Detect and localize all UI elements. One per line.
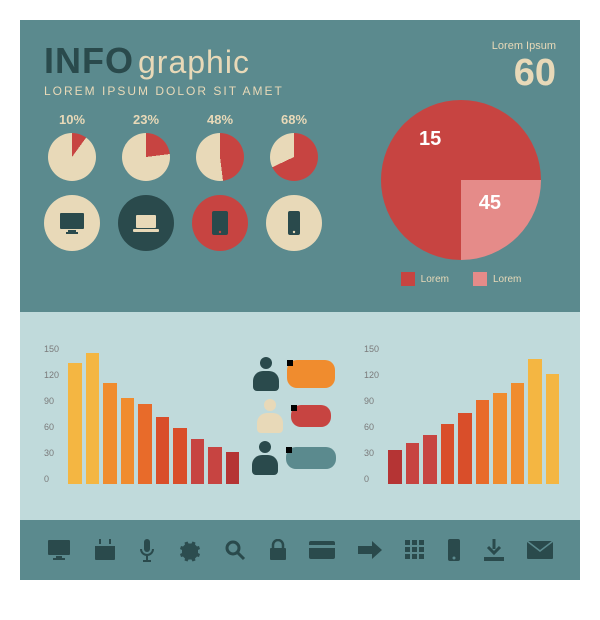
pie-label-45: 45 — [479, 192, 501, 215]
mini-pie — [196, 133, 244, 181]
mini-pie-label: 68% — [281, 112, 307, 127]
bar — [493, 393, 507, 484]
bar — [423, 435, 437, 484]
calendar-icon — [94, 539, 116, 561]
bar-chart-right: 0 30 60 90 120 150 — [364, 328, 544, 504]
title-info: INFO — [44, 40, 134, 82]
bar — [546, 374, 560, 484]
phone-icon — [266, 195, 322, 251]
bar — [191, 439, 205, 484]
mini-pie — [270, 133, 318, 181]
y-axis-right: 0 30 60 90 120 150 — [364, 344, 379, 484]
grid-icon — [405, 540, 425, 560]
bar — [406, 443, 420, 484]
bar — [226, 452, 240, 484]
y-tick: 90 — [44, 396, 59, 406]
bar — [511, 383, 525, 484]
bar — [156, 417, 170, 484]
legend-item: Lorem — [401, 272, 449, 286]
bar — [86, 353, 100, 484]
legend-item: Lorem — [473, 272, 521, 286]
bar — [208, 447, 222, 484]
mini-pie — [122, 133, 170, 181]
bar — [138, 404, 152, 484]
bars-left — [68, 344, 239, 484]
people-column — [224, 328, 364, 504]
y-tick: 120 — [364, 370, 379, 380]
bar — [528, 359, 542, 484]
pie-label-15: 15 — [419, 128, 441, 151]
lock-icon — [269, 539, 287, 561]
y-tick: 30 — [364, 448, 379, 458]
card-icon — [309, 541, 335, 559]
mail-icon — [527, 541, 553, 559]
big-pie-total: 60 — [366, 54, 556, 92]
mic-icon — [139, 538, 155, 562]
big-pie-title: Lorem Ipsum — [366, 40, 556, 52]
y-tick: 150 — [364, 344, 379, 354]
legend-label: Lorem — [493, 274, 521, 285]
y-tick: 120 — [44, 370, 59, 380]
bar — [121, 398, 135, 484]
y-tick: 60 — [364, 422, 379, 432]
big-pie: 45 15 — [381, 100, 541, 260]
mini-pie — [48, 133, 96, 181]
big-pie-legend: Lorem Lorem — [366, 272, 556, 286]
y-axis-left: 0 30 60 90 120 150 — [44, 344, 59, 484]
mini-pie-label: 23% — [133, 112, 159, 127]
big-pie-area: Lorem Ipsum 60 45 15 Lorem Lorem — [366, 40, 556, 286]
download-icon — [484, 539, 504, 561]
legend-swatch — [401, 272, 415, 286]
legend-label: Lorem — [421, 274, 449, 285]
bar — [458, 413, 472, 484]
title-graphic: graphic — [138, 44, 250, 81]
person-icon — [257, 399, 283, 433]
phone-icon — [447, 538, 461, 562]
bar — [103, 383, 117, 484]
y-tick: 0 — [44, 474, 59, 484]
top-section: INFO graphic LOREM IPSUM DOLOR SIT AMET … — [20, 20, 580, 312]
speech-bubble — [287, 360, 335, 388]
monitor-icon — [47, 539, 71, 561]
person-row — [252, 441, 336, 475]
arrow-icon — [358, 541, 382, 559]
mid-section: 0 30 60 90 120 150 0 30 60 90 120 150 — [20, 312, 580, 520]
y-tick: 90 — [364, 396, 379, 406]
speech-bubble — [286, 447, 336, 469]
bar-chart-left: 0 30 60 90 120 150 — [44, 328, 224, 504]
gear-icon — [177, 538, 201, 562]
bottom-icon-bar — [20, 520, 580, 580]
speech-bubble — [291, 405, 331, 427]
person-icon — [253, 357, 279, 391]
y-tick: 30 — [44, 448, 59, 458]
bar — [476, 400, 490, 484]
bar — [388, 450, 402, 484]
legend-swatch — [473, 272, 487, 286]
person-icon — [252, 441, 278, 475]
bars-right — [388, 344, 559, 484]
monitor-icon — [44, 195, 100, 251]
bar — [173, 428, 187, 484]
y-tick: 150 — [44, 344, 59, 354]
y-tick: 60 — [44, 422, 59, 432]
person-row — [257, 399, 331, 433]
person-row — [253, 357, 335, 391]
laptop-icon — [118, 195, 174, 251]
search-icon — [224, 539, 246, 561]
bar — [68, 363, 82, 484]
mini-pie-label: 48% — [207, 112, 233, 127]
y-tick: 0 — [364, 474, 379, 484]
bar — [441, 424, 455, 484]
tablet-icon — [192, 195, 248, 251]
mini-pie-label: 10% — [59, 112, 85, 127]
